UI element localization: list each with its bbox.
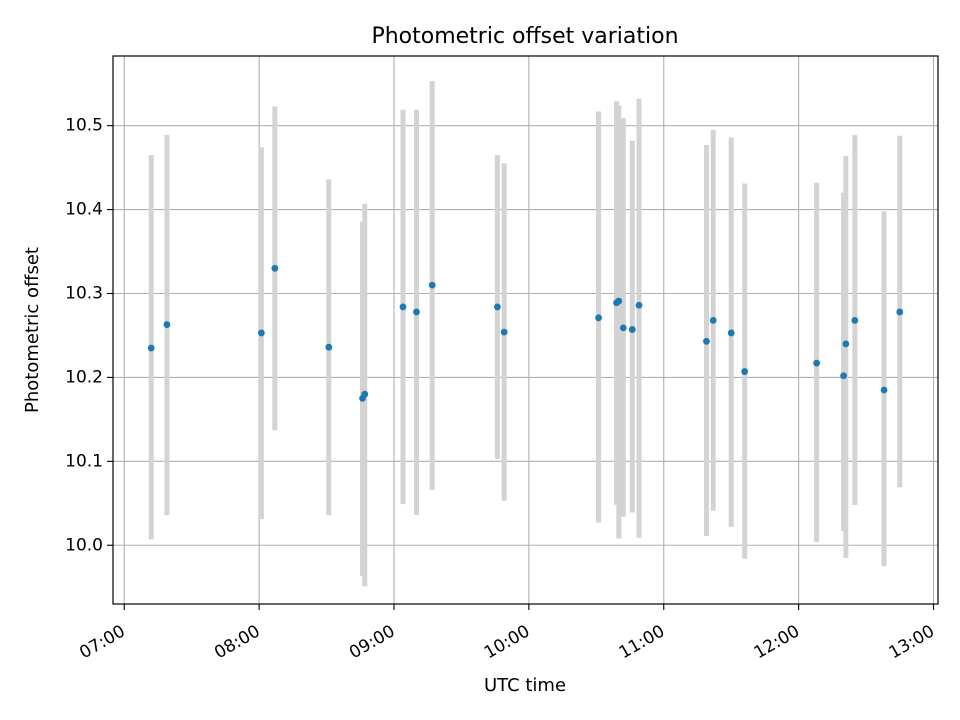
data-point: [813, 359, 821, 367]
data-point: [399, 303, 407, 311]
data-point: [619, 324, 627, 332]
data-point: [741, 368, 749, 375]
data-point: [709, 316, 717, 324]
data-point: [494, 303, 501, 311]
data-point: [880, 386, 888, 394]
data-point: [271, 264, 279, 272]
data-point: [842, 340, 850, 348]
data-point: [257, 329, 265, 337]
y-tick-label: 10.0: [65, 535, 103, 555]
data-point: [628, 326, 636, 333]
data-point: [163, 321, 171, 328]
data-point: [851, 316, 859, 324]
chart-title: Photometric offset variation: [371, 24, 678, 49]
y-tick-label: 10.3: [65, 283, 103, 303]
data-points: [147, 264, 904, 402]
data-point: [413, 308, 420, 316]
y-tick-label: 10.5: [65, 116, 103, 136]
plot-frame: [112, 55, 939, 605]
data-point: [703, 337, 710, 345]
y-axis-label: Photometric offset: [22, 247, 43, 413]
data-point: [896, 308, 904, 316]
data-point: [361, 390, 369, 398]
data-point: [500, 328, 508, 336]
data-point: [635, 301, 643, 309]
data-point: [727, 329, 735, 337]
data-point: [147, 344, 155, 352]
data-point: [615, 297, 623, 305]
data-point: [325, 343, 333, 351]
y-tick-label: 10.4: [65, 200, 103, 220]
y-tick-label: 10.2: [65, 367, 103, 387]
data-point: [595, 314, 602, 322]
x-axis-label: UTC time: [484, 675, 566, 696]
data-point: [428, 281, 436, 289]
y-tick-label: 10.1: [65, 451, 103, 471]
data-point: [840, 372, 847, 380]
